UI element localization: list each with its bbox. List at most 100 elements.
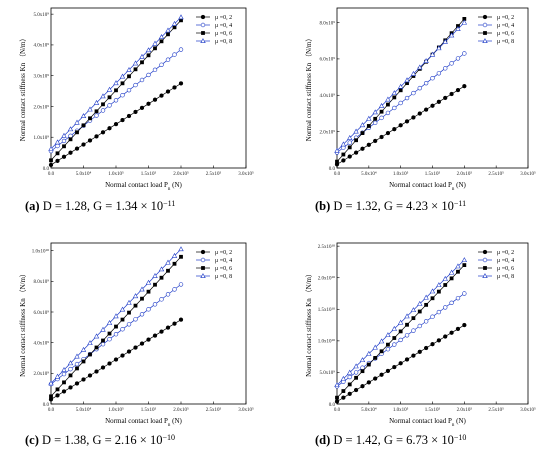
series-2-point: [55, 143, 60, 149]
series-4-point: [74, 119, 80, 125]
series-1-point: [113, 357, 119, 362]
series-1-point: [334, 399, 340, 404]
series-4-point: [429, 288, 436, 294]
panel-caption-label: (c): [25, 433, 39, 447]
x-tick-label: 1.0x10⁵: [108, 407, 124, 413]
x-axis-label-sub: n: [168, 423, 171, 428]
series-1-point: [462, 84, 467, 89]
y-tick-label: 2.0x10⁹: [34, 371, 50, 377]
series-1-point: [126, 113, 132, 119]
series-3-point: [341, 152, 346, 157]
series-2-point: [120, 327, 125, 332]
series-2-point: [404, 333, 410, 338]
series-4-point: [54, 373, 61, 379]
series-4-point: [455, 263, 461, 269]
y-tick-label: 5.0x10⁹: [320, 370, 336, 376]
series-1-point: [61, 154, 67, 159]
series-3-point: [75, 130, 79, 135]
series-3-point: [153, 282, 157, 287]
series-2-point: [139, 312, 145, 317]
y-tick-label: 5.0x10⁹: [34, 12, 50, 18]
x-tick-label: 3.0x10⁵: [238, 407, 254, 413]
y-axis-label: Normal contact stiffness Kn （N/m）: [19, 270, 27, 377]
series-3-point: [133, 67, 138, 72]
panel-caption-exponent: −11: [454, 199, 466, 208]
y-tick-label: 2.5x10¹⁰: [318, 244, 335, 250]
series-4-point: [139, 53, 145, 59]
series-3-point: [153, 46, 157, 51]
x-tick-label: 0.0: [334, 408, 341, 413]
legend: μ =0, 2 μ =0, 4 μ =0, 6 μ =0, 8: [478, 249, 514, 280]
x-tick-label: 0.0: [334, 172, 341, 177]
series-4-point: [61, 132, 67, 138]
x-axis-label: Normal contact load Pn (N): [105, 181, 182, 192]
series-4-point: [397, 83, 404, 89]
series-3-point: [462, 17, 467, 21]
series-3-point: [75, 366, 79, 371]
series-2-point: [436, 71, 442, 76]
series-2-point: [417, 85, 422, 91]
series-4-point: [372, 109, 378, 115]
x-tick-label: 2.0x10⁵: [457, 171, 473, 177]
series-2-point: [398, 100, 403, 106]
series-4-point: [334, 147, 340, 153]
series-3-point: [88, 116, 92, 121]
series-3-point: [379, 109, 384, 114]
series-4-point: [152, 40, 158, 46]
series-4-point: [448, 269, 455, 275]
legend-label: μ =0, 6: [215, 31, 232, 37]
series-4-point: [145, 47, 152, 53]
series-1-point: [366, 380, 371, 385]
series-4-point: [106, 86, 113, 92]
x-tick-label: 1.5x10⁵: [141, 407, 157, 413]
series-3-point: [62, 380, 66, 385]
series-1-point: [133, 109, 138, 115]
series-2-point: [411, 328, 416, 333]
series-4-point: [436, 45, 442, 51]
panel-caption-exponent: −10: [162, 433, 175, 442]
series-2-point: [113, 332, 119, 337]
x-axis-label-sub: n: [452, 187, 455, 192]
series-2-point: [373, 120, 378, 126]
series-3-point: [127, 310, 131, 315]
legend-marker: [201, 266, 205, 270]
series-2-point: [113, 98, 119, 103]
series-2-point: [68, 366, 73, 372]
series-2-point: [404, 95, 410, 101]
x-tick-label: 1.0x10⁵: [108, 171, 124, 177]
series-2-point: [462, 51, 467, 56]
series-1-point: [341, 158, 346, 163]
series-4-point: [461, 257, 468, 263]
series-1-point: [100, 130, 106, 135]
x-axis-label-unit: (N): [170, 181, 182, 189]
series-2-point: [165, 57, 171, 62]
series-3-point: [101, 102, 105, 107]
series-1-point: [341, 395, 346, 400]
series-3-point: [94, 109, 99, 114]
series-3-point: [366, 362, 371, 367]
series-1-point: [113, 122, 119, 127]
series-2-point: [417, 323, 422, 329]
y-tick-label: 8.0x10⁹: [34, 279, 50, 285]
series-4-point: [178, 14, 184, 20]
series-1-point: [172, 85, 177, 90]
series-2-point: [347, 140, 352, 145]
series-2-point: [68, 133, 73, 139]
series-4-point: [67, 360, 74, 366]
series-1-point: [411, 115, 416, 120]
series-3-point: [140, 296, 144, 301]
series-4-point: [359, 122, 366, 128]
series-3-point: [179, 254, 183, 259]
legend-label: μ =0, 2: [215, 250, 232, 256]
series-3-point: [179, 18, 183, 23]
legend-marker: [482, 14, 488, 20]
series-1-point: [94, 134, 99, 139]
series-1-point: [360, 384, 365, 389]
x-tick-label: 2.5x10⁵: [206, 171, 222, 177]
series-4-point: [165, 259, 171, 265]
series-3-point: [436, 289, 441, 294]
series-2-point: [385, 110, 391, 116]
legend-label: μ =0, 4: [215, 23, 232, 29]
series-4-point: [353, 128, 359, 134]
series-4-point: [126, 66, 132, 72]
